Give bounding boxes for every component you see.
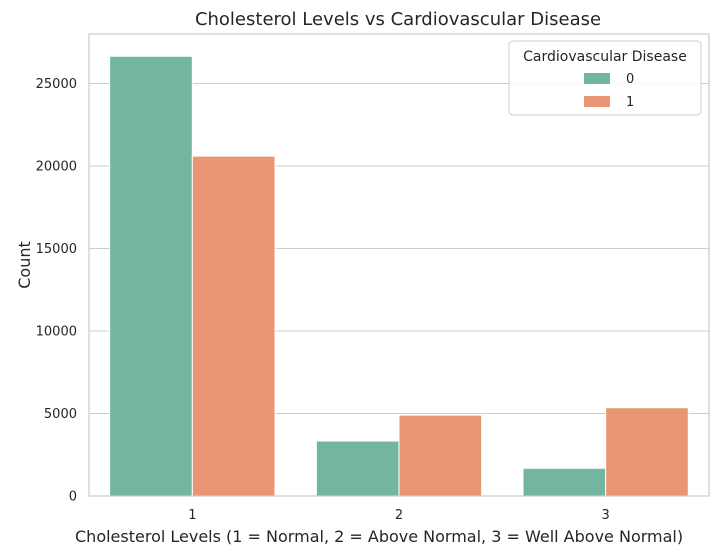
y-tick-label: 25000: [36, 77, 77, 92]
bar-series-0-cat-1: [109, 55, 193, 497]
bars: [109, 55, 689, 497]
x-tick-label: 3: [602, 508, 610, 523]
legend-swatch-1: [584, 96, 610, 107]
y-tick-label: 0: [69, 490, 77, 505]
y-tick-label: 15000: [36, 242, 77, 257]
y-axis-label: Count: [15, 241, 34, 289]
y-axis-ticks: 0 5000 10000 15000 20000 25000: [36, 77, 77, 505]
bar-series-1-cat-2: [398, 414, 483, 497]
x-tick-label: 1: [188, 508, 196, 523]
bar-series-1-cat-3: [605, 407, 689, 497]
legend-label-1: 1: [626, 95, 634, 110]
y-tick-label: 20000: [36, 160, 77, 175]
bar-series-0-cat-2: [315, 440, 400, 497]
legend-label-0: 0: [626, 72, 634, 87]
plot-frame: [88, 33, 710, 497]
bar-series-0-cat-3: [522, 467, 607, 497]
y-tick-label: 5000: [44, 407, 77, 422]
x-axis-label: Cholesterol Levels (1 = Normal, 2 = Abov…: [75, 527, 683, 546]
x-tick-label: 2: [395, 508, 403, 523]
legend-title: Cardiovascular Disease: [523, 49, 687, 65]
y-tick-label: 10000: [36, 325, 77, 340]
bar-series-1-cat-1: [191, 155, 276, 497]
x-axis-ticks: 1 2 3: [188, 508, 610, 523]
legend-swatch-0: [584, 73, 610, 84]
legend-items: 01: [584, 72, 634, 110]
chart-title: Cholesterol Levels vs Cardiovascular Dis…: [195, 9, 601, 30]
legend: Cardiovascular Disease 01: [508, 40, 702, 116]
